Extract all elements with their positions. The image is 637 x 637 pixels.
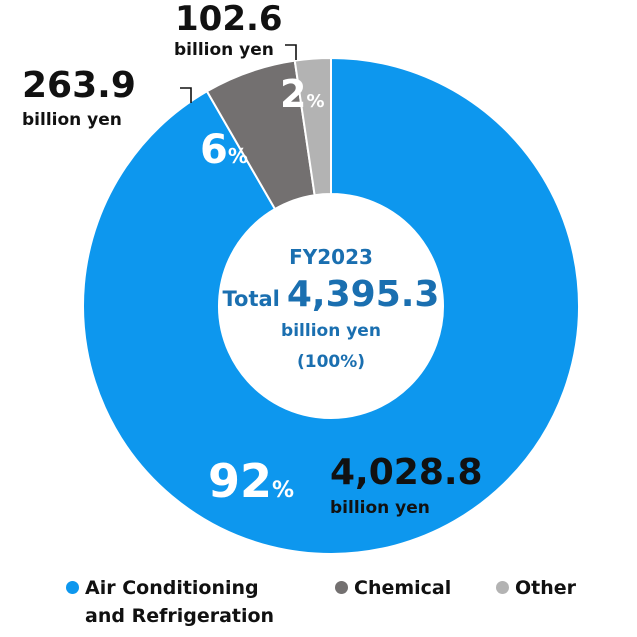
- legend-label-other-line1: Other: [515, 577, 577, 599]
- legend-label-air-line2: and Refrigeration: [85, 605, 275, 627]
- slice-percent-other: 2%: [280, 72, 325, 116]
- legend-label-air: Air Conditioning and Refrigeration: [85, 574, 274, 630]
- slice-percent-other-num: 2: [280, 72, 306, 116]
- value-label-chemical: 263.9: [22, 65, 136, 106]
- slice-percent-air-sign: %: [272, 478, 294, 503]
- donut-slice-air: [82, 56, 580, 555]
- value-label-air: 4,028.8: [330, 452, 483, 493]
- slice-percent-chemical: 6%: [200, 127, 248, 173]
- center-unit: billion yen: [281, 321, 381, 341]
- legend-dot-air: [66, 581, 79, 594]
- slice-percent-other-sign: %: [306, 91, 324, 112]
- legend-item-other: Other: [496, 574, 576, 602]
- leader-line-chemical: [180, 87, 192, 103]
- donut-slices: [82, 56, 580, 555]
- center-year: FY2023: [289, 245, 373, 269]
- unit-label-air: billion yen: [330, 498, 430, 518]
- value-label-other: 102.6: [175, 0, 283, 39]
- legend-dot-other: [496, 581, 509, 594]
- slice-percent-air: 92%: [208, 454, 294, 508]
- slice-percent-chemical-num: 6: [200, 127, 228, 173]
- slice-percent-air-num: 92: [208, 454, 272, 508]
- leader-line-other: [285, 44, 297, 60]
- unit-label-other: billion yen: [174, 40, 274, 60]
- legend-item-chemical: Chemical: [335, 574, 451, 602]
- legend-item-air: Air Conditioning and Refrigeration: [66, 574, 274, 630]
- center-total-word: Total: [223, 287, 280, 311]
- donut-slice-other: [293, 56, 332, 197]
- legend-label-chemical: Chemical: [354, 574, 451, 602]
- legend-dot-chemical: [335, 581, 348, 594]
- unit-label-chemical: billion yen: [22, 110, 122, 130]
- chart-legend: Air Conditioning and Refrigeration Chemi…: [66, 574, 626, 634]
- legend-label-chemical-line1: Chemical: [354, 577, 452, 599]
- slice-percent-chemical-sign: %: [228, 144, 248, 168]
- legend-label-air-line1: Air Conditioning: [85, 577, 259, 599]
- legend-label-other: Other: [515, 574, 576, 602]
- center-total-value: 4,395.3: [287, 274, 440, 315]
- center-total: Total 4,395.3: [223, 274, 440, 315]
- center-percent: (100%): [297, 352, 365, 372]
